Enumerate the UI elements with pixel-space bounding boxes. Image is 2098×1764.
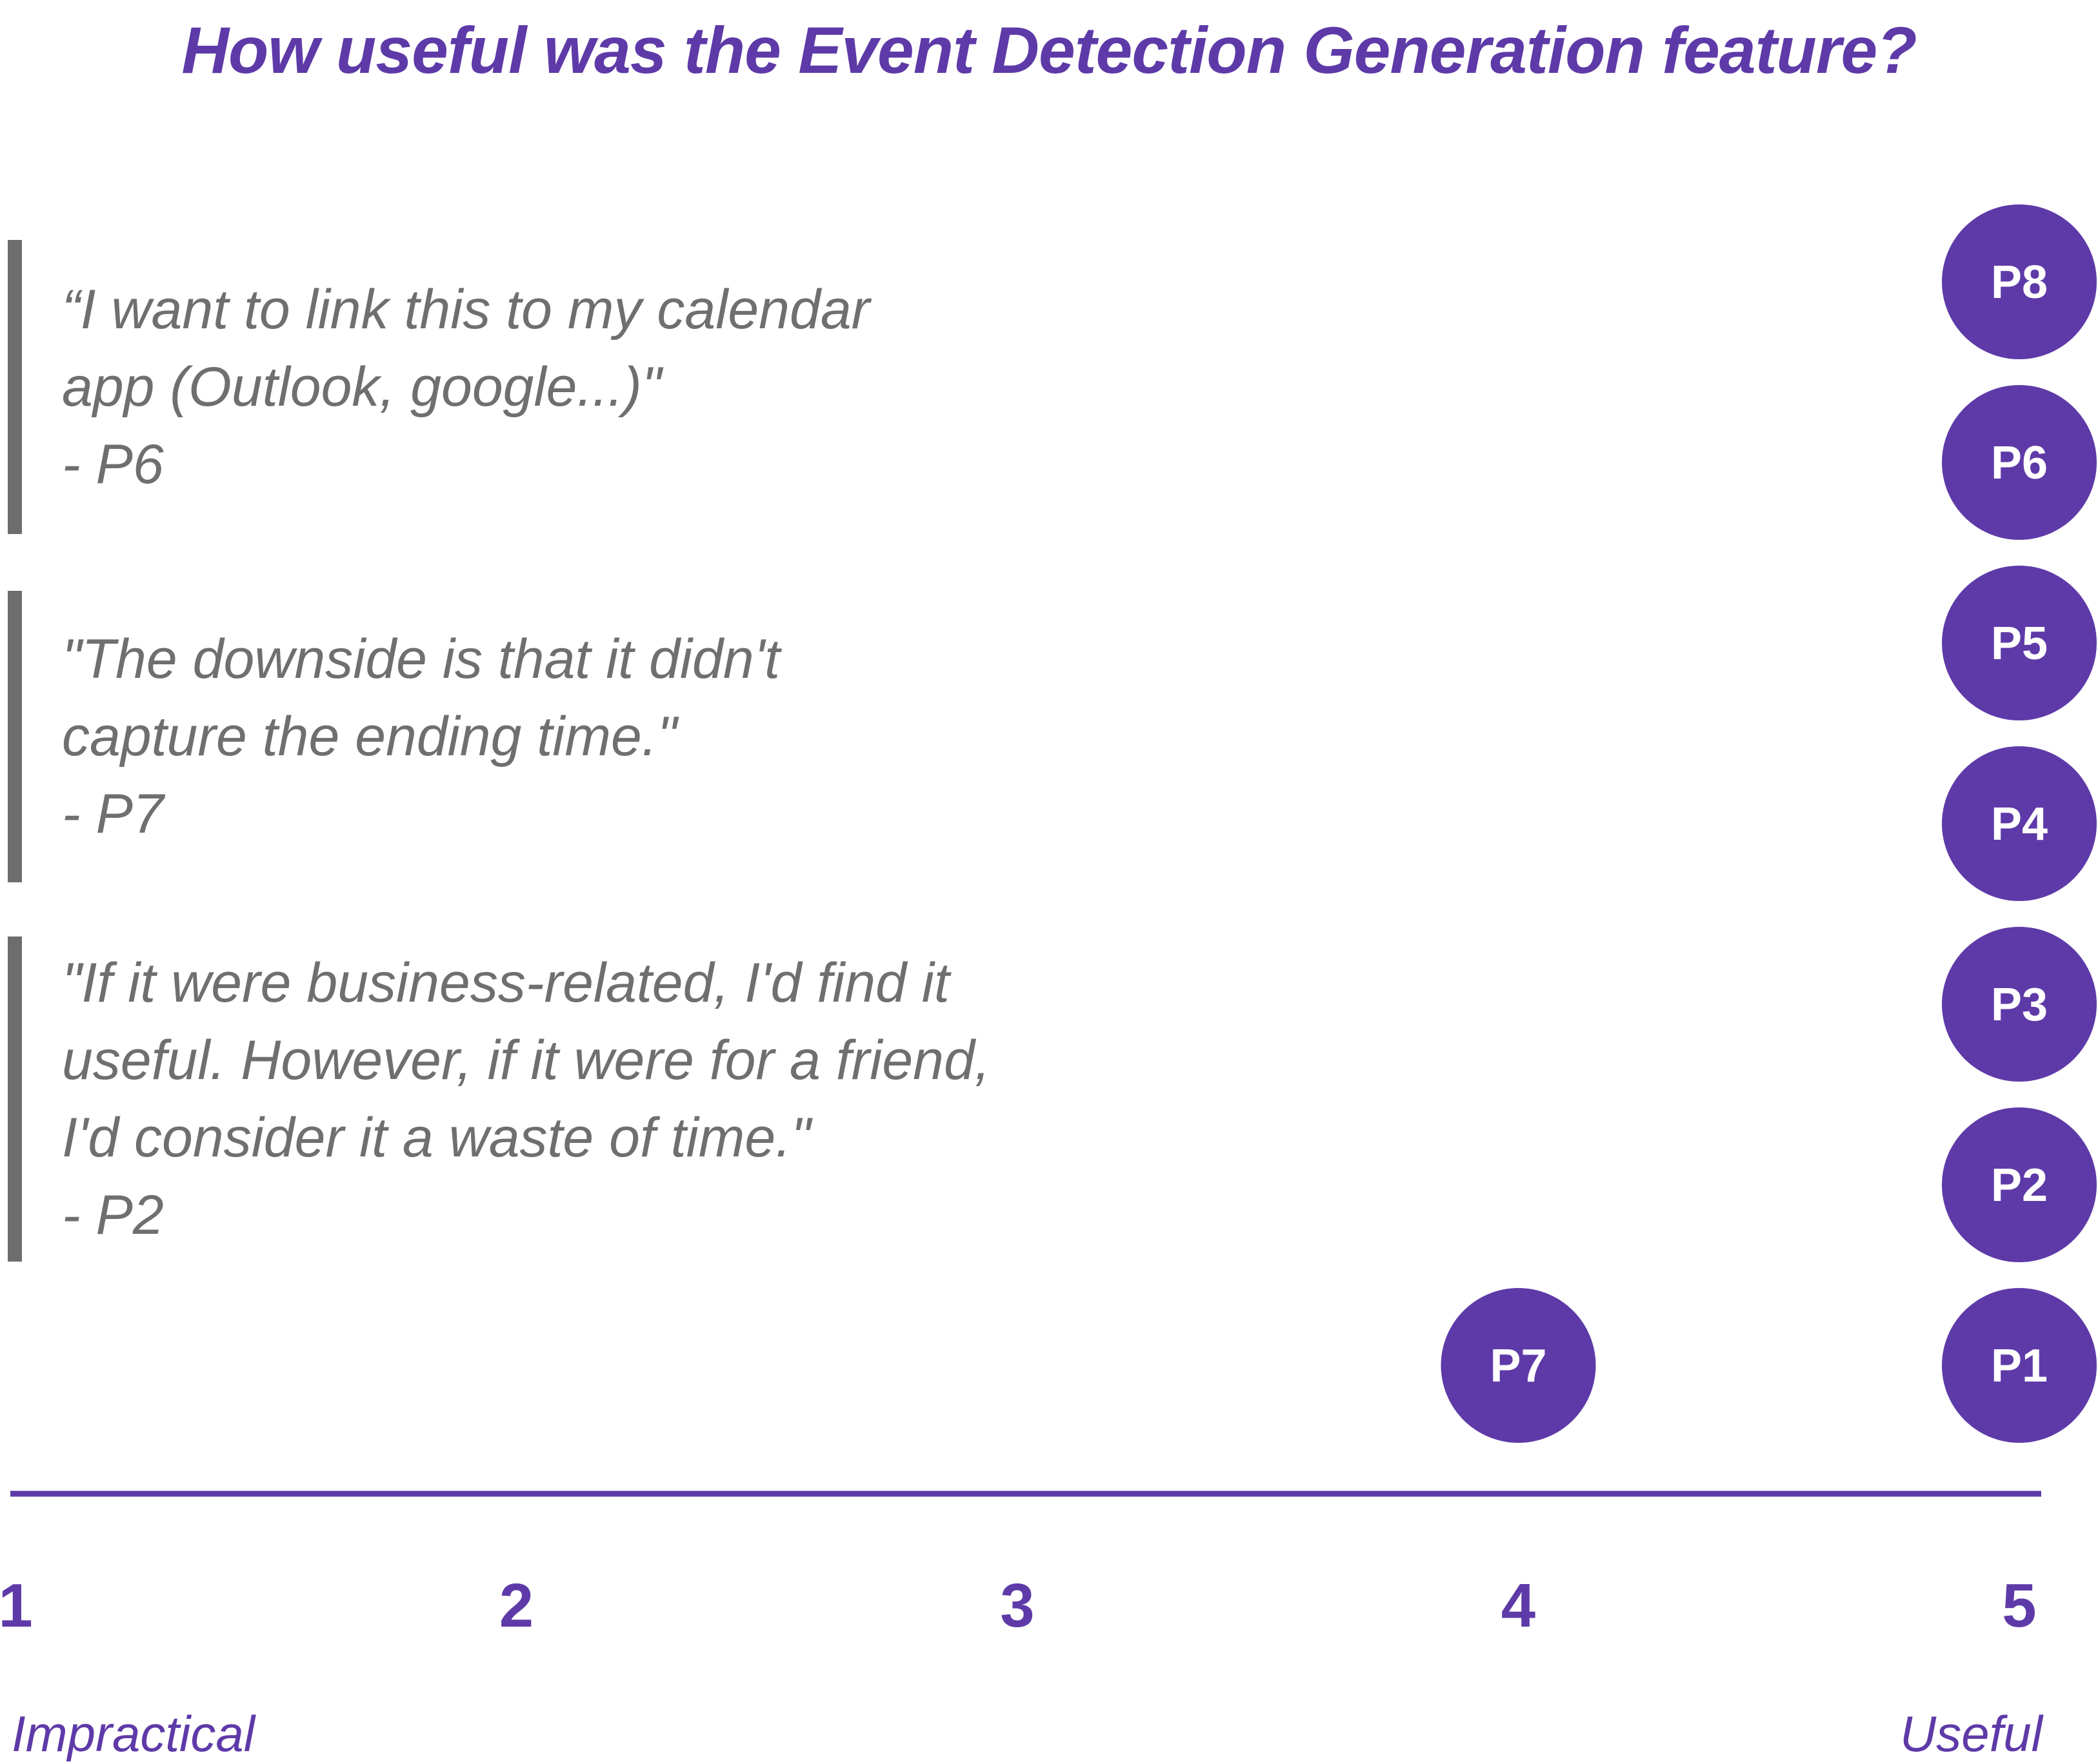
quote-line: app (Outlook, google...)" [62, 356, 662, 418]
data-point-p7: P7 [1441, 1288, 1596, 1443]
data-point-p6: P6 [1942, 385, 2097, 540]
data-point-p3: P3 [1942, 927, 2097, 1082]
scale-label-low: Impractical [12, 1705, 257, 1762]
point-marker [1942, 1288, 2097, 1443]
point-marker [1942, 204, 2097, 359]
x-axis-ticks: 1 2 3 4 5 [0, 1571, 2037, 1640]
point-label: P2 [1991, 1160, 2048, 1211]
quote-line: - P2 [62, 1184, 164, 1246]
point-label: P3 [1991, 979, 2048, 1031]
quote-p6: “I want to link this to my calendar app … [8, 240, 870, 534]
data-point-p2: P2 [1942, 1107, 2097, 1262]
point-marker [1942, 746, 2097, 901]
point-marker [1942, 566, 2097, 720]
quote-p2: "If it were business-related, I'd find i… [8, 937, 990, 1262]
x-tick-label: 2 [499, 1571, 534, 1640]
point-label: P6 [1991, 437, 2048, 489]
quote-line: - P7 [62, 783, 164, 845]
point-marker [1942, 385, 2097, 540]
quote-line: “I want to link this to my calendar [62, 279, 870, 341]
point-label: P5 [1991, 618, 2048, 669]
x-tick-label: 3 [1000, 1571, 1034, 1640]
point-label: P8 [1991, 257, 2048, 308]
quote-line: "If it were business-related, I'd find i… [62, 952, 950, 1014]
point-label: P7 [1490, 1340, 1546, 1392]
point-marker [1942, 927, 2097, 1082]
x-tick-label: 1 [0, 1571, 33, 1640]
data-point-p4: P4 [1942, 746, 2097, 901]
quote-p7: "The downside is that it didn't capture … [8, 591, 780, 882]
quote-line: capture the ending time." [62, 706, 677, 768]
scale-label-high: Useful [1900, 1705, 2044, 1762]
data-point-p8: P8 [1942, 204, 2097, 359]
x-tick-label: 5 [2002, 1571, 2036, 1640]
point-marker [1942, 1107, 2097, 1262]
point-label: P4 [1991, 798, 2048, 850]
point-marker [1441, 1288, 1596, 1443]
chart-title: How useful was the Event Detection Gener… [181, 14, 1917, 87]
quote-line: - P6 [62, 433, 164, 495]
quote-line: I'd consider it a waste of time." [62, 1107, 811, 1169]
data-point-p1: P1 [1942, 1288, 2097, 1443]
x-tick-label: 4 [1501, 1571, 1535, 1640]
data-point-p5: P5 [1942, 566, 2097, 720]
point-label: P1 [1991, 1340, 2048, 1392]
data-points: P1 P2 P3 P4 P5 P6 P8 P7 [1441, 204, 2097, 1443]
quote-line: useful. However, if it were for a friend… [62, 1029, 990, 1091]
quote-line: "The downside is that it didn't [62, 628, 781, 690]
